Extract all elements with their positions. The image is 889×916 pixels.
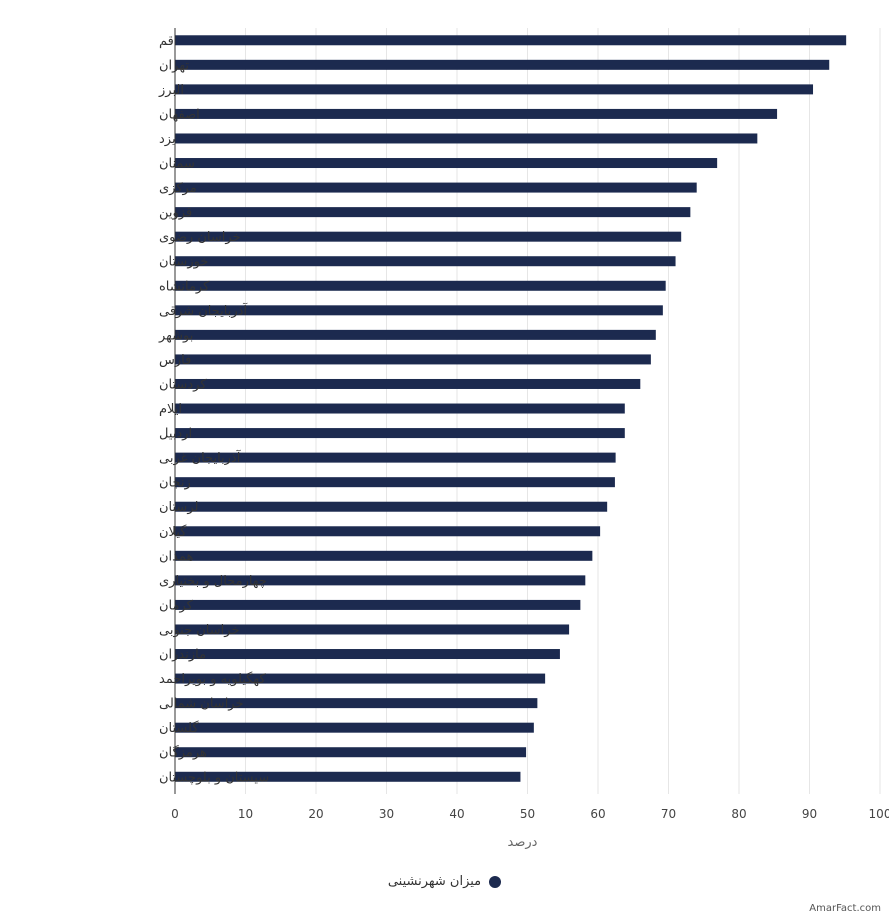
category-label: خراسان رضوی bbox=[159, 230, 241, 245]
category-label: البرز bbox=[158, 83, 184, 98]
bar[interactable] bbox=[175, 354, 651, 365]
x-tick-labels: 0 10 20 30 40 50 60 70 80 90 100 bbox=[171, 807, 889, 821]
bar[interactable] bbox=[175, 280, 666, 291]
category-label: آذربایجان شرقی bbox=[159, 302, 248, 319]
category-label: قزوین bbox=[159, 206, 192, 221]
x-tick-label: 50 bbox=[520, 807, 535, 821]
category-label: کردستان bbox=[159, 377, 207, 392]
x-tick-label: 0 bbox=[171, 807, 179, 821]
bar[interactable] bbox=[175, 624, 570, 635]
bar[interactable] bbox=[175, 329, 656, 340]
bar[interactable] bbox=[175, 452, 616, 463]
category-label: سمنان bbox=[159, 157, 195, 172]
bars-group bbox=[175, 35, 847, 782]
category-label: کهگیلویه و بویراحمد bbox=[159, 671, 266, 687]
category-label: سیستان و بلوچستان bbox=[159, 770, 269, 785]
x-tick-label: 60 bbox=[590, 807, 605, 821]
category-label: هرمزگان bbox=[159, 745, 207, 761]
bar[interactable] bbox=[175, 477, 615, 488]
bar[interactable] bbox=[175, 599, 581, 610]
x-tick-label: 70 bbox=[661, 807, 676, 821]
x-tick-label: 10 bbox=[238, 807, 253, 821]
bar[interactable] bbox=[175, 575, 586, 586]
x-tick-label: 20 bbox=[308, 807, 323, 821]
category-label: قم bbox=[159, 34, 174, 49]
bar[interactable] bbox=[175, 526, 601, 537]
bar[interactable] bbox=[175, 747, 527, 758]
category-label: گیلان bbox=[159, 524, 187, 540]
bar[interactable] bbox=[175, 256, 676, 267]
x-tick-label: 80 bbox=[731, 807, 746, 821]
x-tick-label: 90 bbox=[802, 807, 817, 821]
x-tick-label: 100 bbox=[869, 807, 889, 821]
category-label: خراسان جنوبی bbox=[159, 623, 239, 638]
bar[interactable] bbox=[175, 771, 521, 782]
category-label: مازندران bbox=[159, 648, 206, 663]
category-label: همدان bbox=[159, 549, 193, 564]
category-label: ایلام bbox=[159, 402, 182, 417]
bar[interactable] bbox=[175, 403, 625, 414]
bar[interactable] bbox=[175, 35, 847, 46]
category-label: کرمانشاه bbox=[159, 279, 210, 294]
bar[interactable] bbox=[175, 722, 534, 733]
bar[interactable] bbox=[175, 428, 625, 439]
bar[interactable] bbox=[175, 84, 814, 95]
category-label: بوشهر bbox=[158, 328, 193, 343]
category-label: اصفهان bbox=[159, 107, 200, 122]
category-label: مرکزی bbox=[159, 181, 197, 196]
category-labels: قم تهران البرز اصفهان یزد سمنان مرکزی قزوین خراس… bbox=[158, 34, 269, 786]
bar[interactable] bbox=[175, 59, 830, 70]
bar[interactable] bbox=[175, 231, 682, 242]
legend-item[interactable]: میزان شهرنشینی bbox=[387, 874, 502, 889]
x-axis-title: درصد bbox=[508, 835, 538, 850]
bar[interactable] bbox=[175, 305, 663, 316]
x-tick-label: 30 bbox=[379, 807, 394, 821]
bar[interactable] bbox=[175, 550, 593, 561]
bar[interactable] bbox=[175, 378, 641, 389]
category-label: لرستان bbox=[159, 500, 198, 515]
bar[interactable] bbox=[175, 673, 546, 684]
category-label: تهران bbox=[159, 58, 189, 73]
urbanization-bar-chart: قم تهران البرز اصفهان یزد سمنان مرکزی قزوین خراس… bbox=[158, 28, 889, 850]
category-label: خراسان شمالی bbox=[159, 697, 244, 712]
category-label: آذربایجان غربی bbox=[159, 449, 242, 466]
category-label: کرمان bbox=[159, 598, 194, 613]
category-label: یزد bbox=[159, 132, 176, 147]
legend: میزان شهرنشینی bbox=[0, 874, 889, 892]
category-label: گلستان bbox=[159, 720, 199, 736]
bar[interactable] bbox=[175, 698, 538, 709]
bar[interactable] bbox=[175, 108, 778, 119]
watermark: AmarFact.com bbox=[809, 903, 881, 914]
bar[interactable] bbox=[175, 501, 608, 512]
category-label: چهارمحال و بختیاری bbox=[159, 574, 267, 589]
bar[interactable] bbox=[175, 158, 718, 169]
category-label: اردبیل bbox=[159, 427, 192, 442]
bar[interactable] bbox=[175, 649, 560, 660]
category-label: خوزستان bbox=[159, 255, 208, 270]
bar[interactable] bbox=[175, 207, 691, 218]
bar[interactable] bbox=[175, 133, 758, 144]
x-tick-label: 40 bbox=[449, 807, 464, 821]
legend-label: میزان شهرنشینی bbox=[387, 874, 482, 889]
bar[interactable] bbox=[175, 182, 697, 193]
legend-marker bbox=[489, 875, 502, 888]
